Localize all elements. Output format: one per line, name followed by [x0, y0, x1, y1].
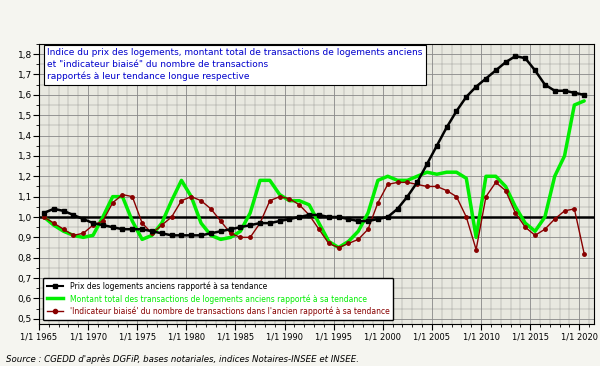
Text: Source : CGEDD d'après DGFiP, bases notariales, indices Notaires-INSEE et INSEE.: Source : CGEDD d'après DGFiP, bases nota… — [6, 355, 359, 364]
Text: Indice du prix des logements, montant total de transactions de logements anciens: Indice du prix des logements, montant to… — [47, 48, 422, 81]
Legend: Prix des logements anciens rapporté à sa tendance, Montant total des transaction: Prix des logements anciens rapporté à sa… — [43, 278, 393, 320]
